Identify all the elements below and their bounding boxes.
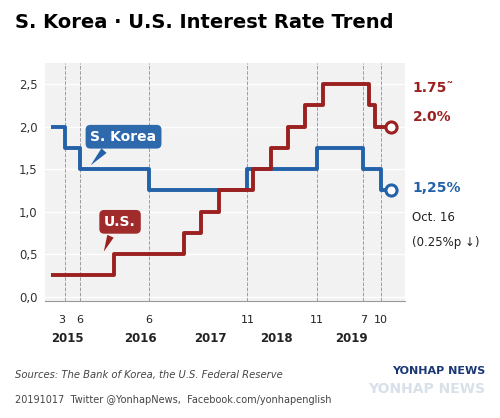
- Text: U.S.: U.S.: [104, 215, 136, 252]
- Text: 11: 11: [310, 315, 324, 325]
- Text: YONHAP NEWS: YONHAP NEWS: [368, 382, 485, 396]
- Text: 2019: 2019: [335, 332, 368, 345]
- Text: 3: 3: [58, 315, 66, 325]
- Text: 2.0%: 2.0%: [412, 110, 451, 124]
- Text: S. Korea: S. Korea: [90, 130, 156, 165]
- Text: Sources: The Bank of Korea, the U.S. Federal Reserve: Sources: The Bank of Korea, the U.S. Fed…: [15, 370, 283, 380]
- Text: 2015: 2015: [52, 332, 84, 345]
- Text: Oct. 16: Oct. 16: [412, 211, 456, 224]
- Text: 7: 7: [360, 315, 367, 325]
- Text: 2017: 2017: [194, 332, 226, 345]
- Text: 6: 6: [76, 315, 83, 325]
- Text: 2016: 2016: [124, 332, 157, 345]
- Text: 2018: 2018: [260, 332, 292, 345]
- Text: 1,25%: 1,25%: [412, 181, 461, 195]
- Text: (0.25%p ↓): (0.25%p ↓): [412, 236, 480, 249]
- Text: S. Korea · U.S. Interest Rate Trend: S. Korea · U.S. Interest Rate Trend: [15, 13, 394, 31]
- Text: 6: 6: [146, 315, 152, 325]
- Text: YONHAP NEWS: YONHAP NEWS: [392, 366, 485, 376]
- Text: 11: 11: [240, 315, 254, 325]
- Text: 1.75˜: 1.75˜: [412, 81, 454, 95]
- Text: 10: 10: [374, 315, 388, 325]
- Text: 20191017  Twitter @YonhapNews,  Facebook.com/yonhapenglish: 20191017 Twitter @YonhapNews, Facebook.c…: [15, 395, 332, 405]
